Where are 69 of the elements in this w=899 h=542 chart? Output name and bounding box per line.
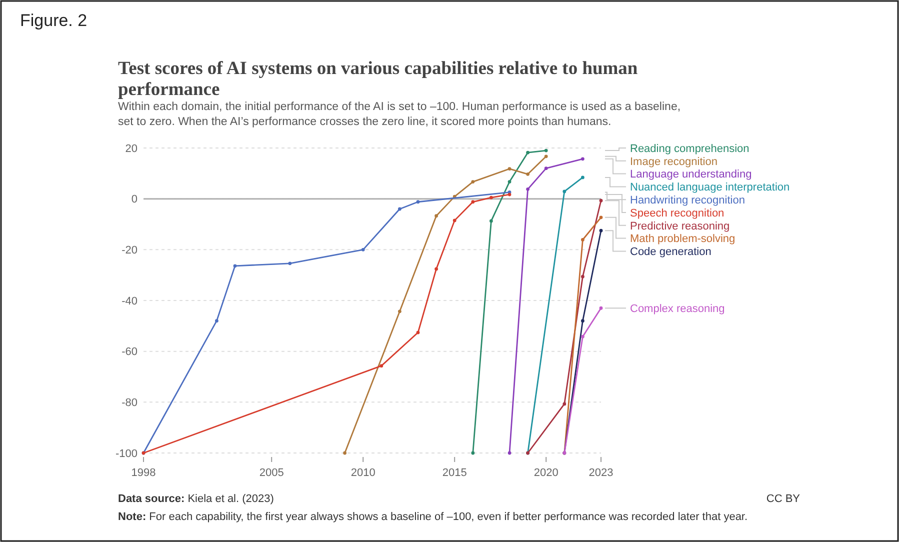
point xyxy=(599,306,603,310)
text: Note: For each capability, the first year always shows a baseline of –100, even if better performance was recorded later that year. xyxy=(118,511,748,523)
source-note: Data source: Kiela et al. (2023) xyxy=(118,493,274,505)
point xyxy=(526,172,530,176)
point xyxy=(490,196,493,200)
point xyxy=(544,148,548,152)
point xyxy=(233,264,237,268)
point xyxy=(599,216,603,220)
text: Math problem-solving xyxy=(630,233,736,246)
text: Reading comprehension xyxy=(630,142,750,155)
point xyxy=(544,166,548,170)
text: Language understanding xyxy=(630,168,752,181)
text: Predictive reasoning xyxy=(630,220,730,232)
point xyxy=(508,451,512,455)
point xyxy=(380,364,384,368)
point xyxy=(215,319,218,323)
point xyxy=(471,200,475,204)
point xyxy=(452,218,456,222)
point xyxy=(526,150,530,154)
y-tick-label: -80 xyxy=(122,397,138,410)
point xyxy=(471,180,475,184)
x-tick-label: 2015 xyxy=(442,467,467,479)
point xyxy=(599,228,603,232)
chart-title: Test scores of AI systems on various capabilities relative to human performance xyxy=(118,59,638,100)
text: CC BY xyxy=(766,493,801,505)
point xyxy=(599,198,603,202)
x-tick-label: 2010 xyxy=(350,467,376,479)
point xyxy=(581,238,584,242)
point xyxy=(526,187,530,191)
y-tick-label: -40 xyxy=(122,295,138,308)
point xyxy=(416,200,420,204)
point xyxy=(562,190,566,194)
point xyxy=(434,267,438,271)
text: Image recognition xyxy=(630,156,718,168)
x-tick-label: 2005 xyxy=(259,467,284,479)
point xyxy=(508,192,512,196)
point xyxy=(544,154,548,158)
point xyxy=(508,167,512,171)
x-tick-label: 1998 xyxy=(131,467,156,479)
text: Complex reasoning xyxy=(630,302,725,315)
point xyxy=(434,214,438,218)
x-tick-label: 2020 xyxy=(534,467,558,479)
chart-subtitle: Within each domain, the initial performance of the AI is set to –100. Human performance is used as a baseline, set to zero. When the AI’s performance crosses the zero line, it scored more points than humans. xyxy=(118,101,681,128)
y-tick-label: 20 xyxy=(125,142,138,155)
point xyxy=(490,219,493,223)
point xyxy=(581,334,584,338)
y-tick-label: -60 xyxy=(122,346,138,358)
point xyxy=(343,451,346,455)
point xyxy=(508,180,512,184)
point xyxy=(288,262,292,266)
x-tick-label: 2023 xyxy=(588,467,614,479)
y-tick-label: -100 xyxy=(115,448,138,460)
text: Speech recognition xyxy=(630,207,724,220)
text: Handwriting recognition xyxy=(630,194,745,206)
point xyxy=(581,274,584,278)
point xyxy=(562,402,566,406)
point xyxy=(471,451,475,455)
y-tick-label: -20 xyxy=(122,244,138,257)
point xyxy=(581,319,584,323)
point xyxy=(581,176,584,180)
point xyxy=(581,157,584,161)
text: Nuanced language interpretation xyxy=(630,182,790,194)
point xyxy=(361,248,365,252)
point xyxy=(398,207,402,211)
text: Code generation xyxy=(630,246,712,258)
point xyxy=(398,310,402,314)
point xyxy=(416,330,420,334)
y-tick-label: 0 xyxy=(131,194,138,206)
text: Figure. 2 xyxy=(20,11,88,30)
